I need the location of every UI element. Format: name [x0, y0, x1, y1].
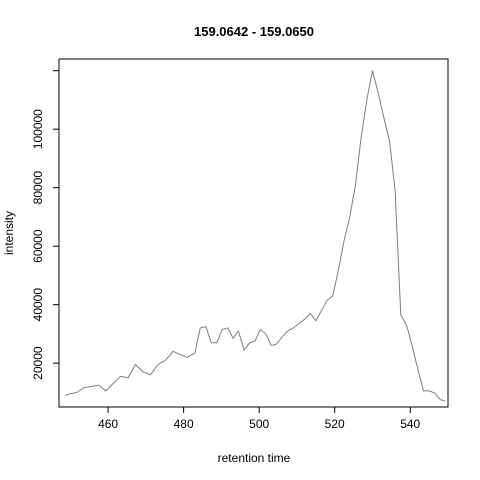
intensity-series-line: [65, 71, 446, 402]
x-axis-label: retention time: [218, 451, 291, 465]
y-tick-label: 100000: [31, 109, 45, 149]
y-tick-label: 80000: [31, 171, 45, 205]
y-tick-label: 40000: [31, 288, 45, 322]
y-axis-label: intensity: [2, 211, 16, 255]
x-tick-label: 460: [98, 417, 118, 431]
y-tick-label: 60000: [31, 229, 45, 263]
y-tick-label: 20000: [31, 346, 45, 380]
x-axis: 460 480 500 520 540: [98, 407, 420, 431]
x-tick-label: 500: [249, 417, 269, 431]
y-axis: 20000 40000 60000 80000 100000: [31, 71, 59, 380]
x-tick-label: 540: [400, 417, 420, 431]
plot-frame: [59, 59, 448, 407]
x-tick-label: 520: [325, 417, 345, 431]
chart-title: 159.0642 - 159.0650: [194, 24, 314, 39]
x-tick-label: 480: [174, 417, 194, 431]
